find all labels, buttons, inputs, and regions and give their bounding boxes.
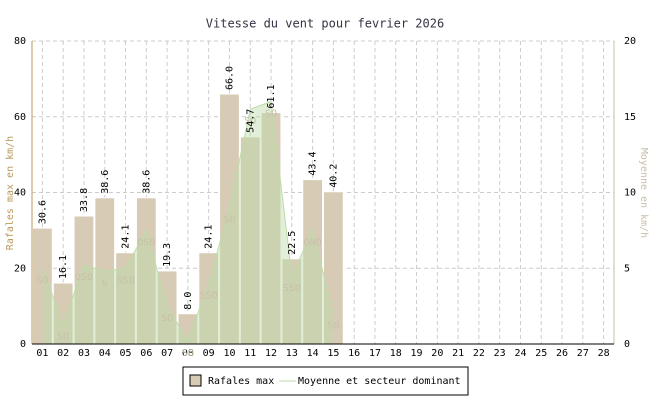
x-tick-label: 08: [182, 348, 194, 359]
avg-line: [41, 100, 334, 343]
chart-title: Vitesse du vent pour fevrier 2026: [206, 17, 444, 31]
x-tick-label: 05: [120, 348, 132, 359]
x-tick-label: 19: [411, 348, 423, 359]
value-label: 38.6: [141, 170, 152, 194]
x-tick-label: 17: [369, 348, 381, 359]
value-label: 8.0: [183, 292, 194, 310]
sector-label: SSO: [117, 275, 135, 286]
sector-label: OSO: [75, 272, 93, 283]
value-label: 30.6: [37, 200, 48, 224]
sector-label: SO: [244, 116, 256, 127]
value-label: 54.7: [245, 109, 256, 133]
y2-tick-label: 15: [624, 112, 636, 123]
value-label: 38.6: [100, 170, 111, 194]
sector-label: SSO: [200, 290, 218, 301]
x-tick-label: 02: [57, 348, 69, 359]
x-tick-label: 06: [140, 348, 152, 359]
sector-label: S: [102, 278, 108, 289]
legend-label: Rafales max: [208, 376, 274, 387]
sector-label: SSO: [283, 283, 301, 294]
x-tick-label: 09: [203, 348, 215, 359]
sector-label: SO: [182, 348, 194, 359]
x-tick-label: 16: [348, 348, 360, 359]
value-label: 40.2: [328, 164, 339, 188]
x-tick-label: 14: [307, 348, 319, 359]
x-tick-label: 15: [327, 348, 339, 359]
x-tick-label: 01: [36, 348, 48, 359]
x-tick-label: 12: [265, 348, 277, 359]
x-tick-label: 18: [390, 348, 402, 359]
y2-tick-label: 5: [624, 263, 630, 274]
x-tick-label: 21: [452, 348, 464, 359]
sector-label: SO: [36, 275, 48, 286]
x-tick-label: 11: [244, 348, 256, 359]
y-tick-label: 20: [14, 263, 26, 274]
y2-tick-label: 0: [624, 339, 630, 350]
value-label: 33.8: [79, 188, 90, 212]
y-tick-label: 40: [14, 188, 26, 199]
legend-swatch: [189, 374, 202, 387]
x-tick-label: 28: [598, 348, 610, 359]
sector-label: OSO: [137, 237, 155, 248]
y-tick-label: 80: [14, 36, 26, 47]
y2-tick-label: 10: [624, 188, 636, 199]
value-label: 22.5: [287, 231, 298, 255]
sector-label: SO: [57, 331, 69, 342]
x-tick-label: 07: [161, 348, 173, 359]
legend-box: [182, 366, 469, 396]
value-label: 19.3: [162, 243, 173, 267]
x-tick-label: 23: [494, 348, 506, 359]
value-label: 16.1: [58, 255, 69, 279]
x-tick-label: 13: [286, 348, 298, 359]
x-tick-label: 20: [431, 348, 443, 359]
x-tick-label: 04: [99, 348, 111, 359]
x-tick-label: 03: [78, 348, 90, 359]
x-tick-label: 22: [473, 348, 485, 359]
y-tick-label: 0: [20, 339, 26, 350]
y-tick-label: 60: [14, 112, 26, 123]
sector-label: ONO: [304, 237, 322, 248]
x-tick-label: 25: [535, 348, 547, 359]
y-axis-label: Rafales max en km/h: [5, 136, 16, 250]
value-label: 24.1: [204, 225, 215, 249]
x-tick-label: 27: [577, 348, 589, 359]
x-tick-label: 10: [223, 348, 235, 359]
x-tick-label: 24: [514, 348, 526, 359]
value-label: 66.0: [224, 66, 235, 90]
avg-area: [42, 101, 334, 344]
value-label: 24.1: [121, 225, 132, 249]
value-label: 43.4: [308, 152, 319, 176]
value-label: 61.1: [266, 84, 277, 108]
y2-axis-label: Moyenne en km/h: [638, 148, 649, 238]
y2-tick-label: 20: [624, 36, 636, 47]
legend-label: Moyenne et secteur dominant: [298, 376, 461, 387]
sector-label: SO: [223, 215, 235, 226]
x-tick-label: 26: [556, 348, 568, 359]
sector-label: SO: [161, 313, 173, 324]
sector-label: SO: [327, 321, 339, 332]
sector-label: SO: [265, 109, 277, 120]
